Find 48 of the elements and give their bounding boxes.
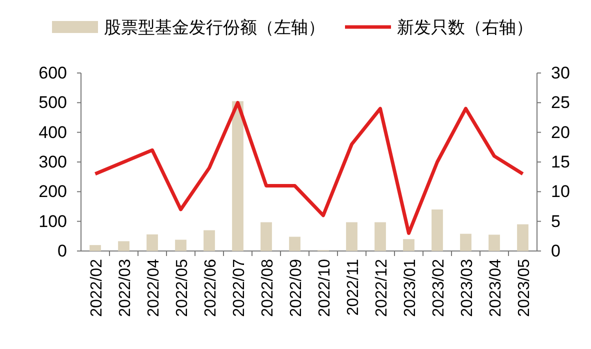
- bar: [289, 236, 300, 251]
- x-tick-label: 2022/12: [373, 258, 390, 317]
- x-tick-label: 2023/05: [516, 258, 533, 317]
- bar: [232, 101, 244, 251]
- bar: [204, 230, 215, 251]
- y2-tick-label: 5: [551, 212, 560, 231]
- x-tick-label: 2022/11: [344, 258, 362, 316]
- bar: [488, 234, 500, 251]
- x-tick-label: 2022/05: [174, 258, 191, 317]
- y-tick-label: 500: [38, 93, 67, 112]
- y-tick-label: 100: [38, 212, 67, 231]
- y2-tick-label: 10: [551, 182, 570, 202]
- bar: [90, 245, 101, 251]
- x-tick-label: 2023/02: [430, 258, 448, 317]
- legend-label: 新发只数（右轴）: [397, 18, 533, 37]
- legend-label: 股票型基金发行份额（左轴）: [104, 18, 325, 37]
- bar: [260, 222, 272, 251]
- x-tick-label: 2022/09: [288, 258, 305, 317]
- y-tick-label: 400: [38, 122, 67, 142]
- y-tick-label: 200: [38, 182, 67, 202]
- bar: [460, 234, 472, 251]
- bar: [146, 234, 158, 251]
- line-series: [94, 100, 524, 235]
- bar: [432, 209, 443, 251]
- x-tick-label: 2022/07: [230, 258, 248, 317]
- bar: [175, 240, 186, 251]
- x-tick-label: 2022/03: [116, 258, 134, 317]
- y-tick-label: 600: [38, 63, 67, 82]
- y2-tick-label: 30: [551, 63, 570, 82]
- y2-tick-label: 25: [551, 93, 570, 112]
- y-tick-label: 0: [58, 241, 67, 260]
- x-tick-label: 2023/04: [487, 258, 504, 317]
- y2-tick-label: 20: [551, 122, 570, 142]
- bar: [517, 224, 528, 251]
- x-tick-label: 2022/06: [202, 258, 220, 317]
- x-tick-label: 2022/08: [259, 258, 276, 317]
- bar: [346, 222, 358, 251]
- x-tick-label: 2022/02: [88, 258, 106, 317]
- x-tick-label: 2023/01: [402, 258, 419, 317]
- bar: [118, 241, 130, 251]
- y2-tick-label: 15: [551, 152, 570, 172]
- x-tick-label: 2022/10: [316, 258, 334, 317]
- y2-tick-label: 0: [551, 241, 560, 260]
- bar: [403, 239, 414, 251]
- bar: [374, 222, 386, 251]
- x-tick-label: 2023/03: [458, 258, 476, 317]
- y-tick-label: 300: [38, 152, 67, 172]
- x-tick-label: 2022/04: [145, 258, 162, 317]
